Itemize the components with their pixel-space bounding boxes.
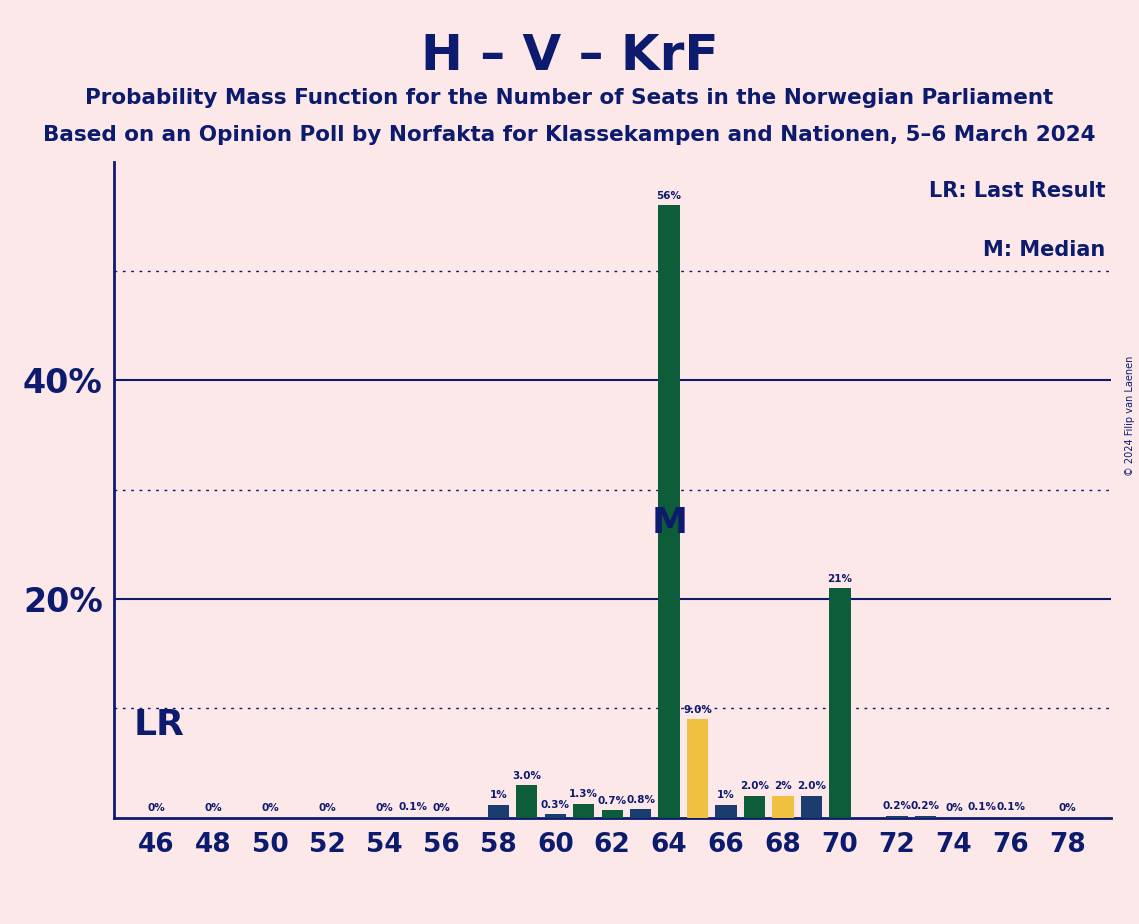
Text: 1%: 1% (490, 790, 507, 800)
Text: Based on an Opinion Poll by Norfakta for Klassekampen and Nationen, 5–6 March 20: Based on an Opinion Poll by Norfakta for… (43, 125, 1096, 145)
Text: 0%: 0% (1059, 803, 1076, 813)
Bar (516, 785, 538, 818)
Text: 3.0%: 3.0% (513, 771, 541, 781)
Text: H – V – KrF: H – V – KrF (420, 32, 719, 80)
Text: Probability Mass Function for the Number of Seats in the Norwegian Parliament: Probability Mass Function for the Number… (85, 88, 1054, 108)
Text: 21%: 21% (828, 574, 852, 584)
Text: 0.3%: 0.3% (541, 800, 570, 810)
Text: 0.1%: 0.1% (399, 802, 427, 812)
Bar (715, 805, 737, 818)
Bar (829, 589, 851, 818)
Text: 0.2%: 0.2% (911, 801, 940, 811)
Bar (402, 817, 424, 818)
Text: 2%: 2% (775, 782, 792, 792)
Text: 1%: 1% (718, 790, 735, 800)
Text: 0%: 0% (205, 803, 222, 813)
Text: M: Median: M: Median (983, 240, 1106, 261)
Bar (658, 205, 680, 818)
Bar (915, 816, 936, 818)
Text: 1.3%: 1.3% (570, 789, 598, 799)
Bar (573, 804, 595, 818)
Bar (972, 817, 993, 818)
Bar (801, 796, 822, 818)
Text: 2.0%: 2.0% (797, 782, 826, 792)
Text: LR: LR (134, 708, 185, 742)
Text: 9.0%: 9.0% (683, 705, 712, 715)
Text: 0.8%: 0.8% (626, 795, 655, 805)
Bar (630, 809, 652, 818)
Text: M: M (652, 505, 687, 540)
Text: 0.1%: 0.1% (968, 802, 997, 812)
Bar (687, 719, 708, 818)
Text: 0%: 0% (433, 803, 450, 813)
Text: 0.2%: 0.2% (883, 801, 911, 811)
Text: 0.7%: 0.7% (598, 796, 626, 806)
Text: 0%: 0% (376, 803, 393, 813)
Text: LR: Last Result: LR: Last Result (929, 181, 1106, 201)
Bar (744, 796, 765, 818)
Text: © 2024 Filip van Laenen: © 2024 Filip van Laenen (1125, 356, 1134, 476)
Text: 0%: 0% (148, 803, 165, 813)
Text: 0%: 0% (945, 803, 962, 813)
Bar (544, 814, 566, 818)
Text: 0.1%: 0.1% (997, 802, 1025, 812)
Text: 0%: 0% (262, 803, 279, 813)
Bar (601, 810, 623, 818)
Bar (886, 816, 908, 818)
Text: 56%: 56% (657, 191, 681, 201)
Bar (1000, 817, 1022, 818)
Text: 0%: 0% (319, 803, 336, 813)
Bar (772, 796, 794, 818)
Text: 2.0%: 2.0% (740, 782, 769, 792)
Bar (487, 805, 509, 818)
